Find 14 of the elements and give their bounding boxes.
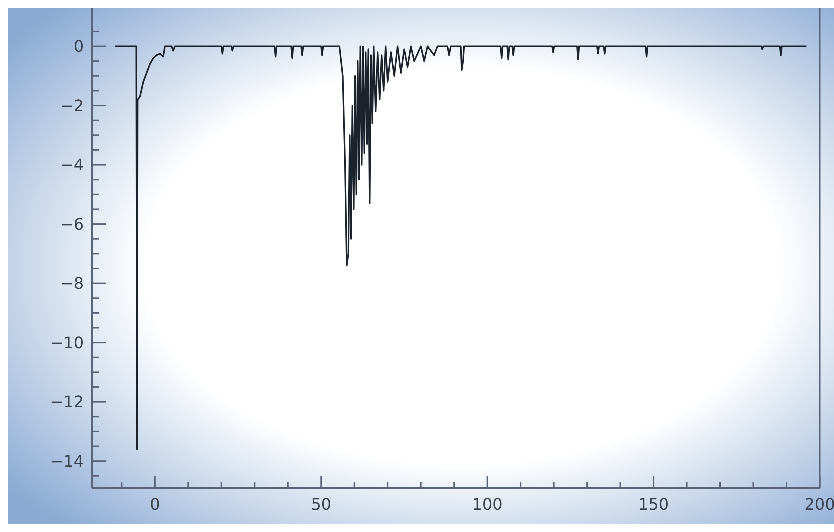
y-tick-label: 0 [74,37,84,56]
x-tick-label: 100 [472,495,503,514]
x-tick-label: 50 [311,495,332,514]
y-tick-label: −2 [60,96,84,116]
x-tick-label: 200 [804,495,834,514]
x-tick-label: 150 [638,495,670,514]
y-tick-label: −12 [50,392,84,412]
y-tick-label: −14 [50,452,84,471]
y-tick-label: −6 [60,214,84,234]
y-tick-label: −10 [50,333,84,352]
x-tick-label: 0 [150,495,160,514]
line-series [114,46,808,450]
y-tick-label: −4 [60,156,84,175]
y-tick-label: −8 [60,274,84,294]
